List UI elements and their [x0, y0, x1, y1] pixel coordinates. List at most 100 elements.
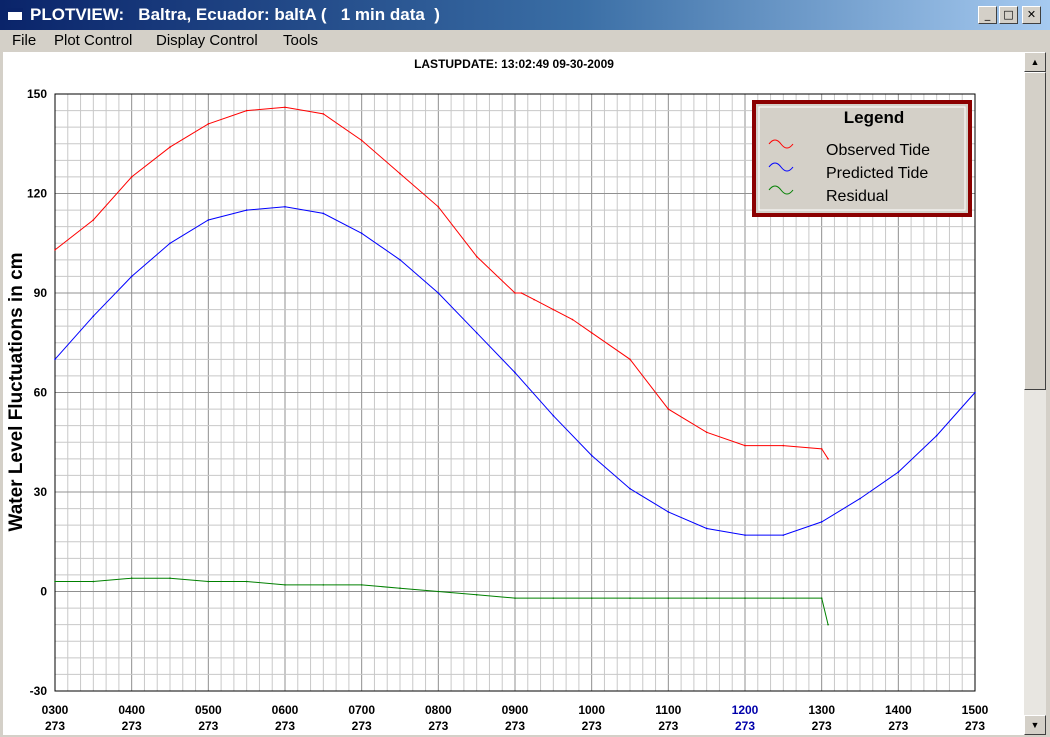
- y-tick-label: 150: [27, 87, 47, 101]
- data-point: [169, 146, 171, 148]
- data-point: [207, 219, 210, 221]
- data-point: [705, 597, 708, 599]
- x-tick-label: 1400: [885, 703, 912, 717]
- x-tick-day-label: 273: [45, 719, 65, 733]
- data-point: [169, 242, 171, 245]
- x-tick-label: 0300: [42, 703, 69, 717]
- data-point: [437, 590, 440, 593]
- legend-swatch: [768, 185, 794, 195]
- data-point: [437, 205, 440, 208]
- data-point: [782, 534, 785, 536]
- data-point: [552, 597, 555, 599]
- x-tick-label: 1100: [655, 703, 681, 717]
- x-tick-day-label: 273: [122, 719, 142, 733]
- data-point: [629, 358, 631, 361]
- data-point: [284, 584, 286, 586]
- x-tick-day-label: 273: [658, 719, 678, 733]
- scroll-down-button[interactable]: ▼: [1024, 715, 1046, 735]
- data-point: [245, 109, 248, 112]
- data-point: [245, 209, 248, 211]
- data-point: [520, 292, 523, 294]
- close-button[interactable]: ✕: [1022, 6, 1041, 24]
- menu-bar: File Plot Control Display Control Tools: [0, 30, 1050, 52]
- menu-file[interactable]: File: [12, 32, 37, 49]
- data-point: [284, 205, 286, 208]
- data-point: [667, 511, 670, 513]
- data-point: [705, 431, 708, 434]
- window-title: PLOTVIEW: Baltra, Ecuador: baltA ( 1 min…: [30, 5, 440, 24]
- maximize-button[interactable]: □: [999, 6, 1018, 24]
- data-point: [590, 332, 593, 334]
- x-tick-label: 0700: [348, 703, 375, 717]
- x-tick-day-label: 273: [275, 719, 295, 733]
- data-point: [514, 597, 516, 599]
- minimize-button[interactable]: _: [978, 6, 997, 24]
- data-point: [130, 275, 133, 278]
- legend-swatch: [768, 139, 794, 149]
- data-point: [820, 448, 823, 450]
- data-point: [437, 292, 440, 294]
- x-tick-label: 1500: [962, 703, 989, 717]
- x-tick-day-label: 273: [888, 719, 908, 733]
- chart-title: LASTUPDATE: 13:02:49 09-30-2009: [414, 57, 614, 71]
- data-point: [782, 444, 785, 447]
- menu-display-control[interactable]: Display Control: [156, 32, 258, 49]
- data-point: [629, 597, 631, 599]
- x-tick-day-label: 273: [428, 719, 448, 733]
- y-tick-label: 120: [27, 187, 47, 201]
- data-point: [54, 358, 56, 361]
- data-point: [552, 308, 555, 311]
- legend: Legend Observed Tide Predicted Tide Residu…: [752, 100, 972, 217]
- x-tick-day-label: 273: [352, 719, 372, 733]
- data-point: [827, 623, 829, 626]
- data-point: [169, 577, 171, 580]
- series-line-residual: [55, 577, 829, 625]
- data-point: [207, 123, 210, 125]
- x-tick-day-label: 273: [505, 719, 525, 733]
- data-point: [667, 408, 670, 410]
- x-tick-label: 0600: [272, 703, 299, 717]
- x-tick-label: 1300: [808, 703, 835, 717]
- data-point: [322, 113, 325, 115]
- y-tick-label: -30: [30, 684, 48, 698]
- x-tick-day-label: 273: [735, 719, 755, 733]
- vertical-scrollbar[interactable]: ▲ ▼: [1024, 52, 1046, 735]
- data-point: [130, 577, 133, 580]
- data-point: [590, 597, 593, 599]
- data-point: [533, 298, 535, 301]
- data-point: [207, 580, 210, 583]
- legend-swatch: [768, 162, 794, 172]
- data-point: [399, 172, 401, 175]
- scroll-thumb[interactable]: [1024, 72, 1046, 390]
- data-point: [514, 371, 516, 374]
- y-tick-label: 30: [34, 485, 48, 499]
- data-point: [820, 521, 823, 523]
- data-point: [360, 584, 363, 586]
- title-bar: PLOTVIEW: Baltra, Ecuador: baltA ( 1 min…: [0, 0, 1050, 30]
- data-point: [322, 584, 325, 586]
- x-tick-day-label: 273: [812, 719, 832, 733]
- data-point: [92, 580, 95, 583]
- data-point: [744, 597, 746, 599]
- data-point: [130, 176, 133, 178]
- data-point: [245, 580, 248, 583]
- app-window-icon[interactable]: [7, 8, 23, 21]
- y-axis-label: Water Level Fluctuations in cm: [6, 252, 27, 531]
- x-tick-day-label: 273: [965, 719, 985, 733]
- data-point: [629, 487, 631, 490]
- data-point: [827, 458, 829, 460]
- data-point: [782, 597, 785, 599]
- data-point: [475, 255, 478, 258]
- menu-tools[interactable]: Tools: [283, 32, 319, 49]
- y-tick-label: 90: [34, 286, 48, 300]
- x-tick-day-label: 273: [582, 719, 602, 733]
- menu-plot-control[interactable]: Plot Control: [54, 32, 133, 49]
- data-point: [552, 414, 555, 417]
- scroll-up-button[interactable]: ▲: [1024, 52, 1046, 72]
- data-point: [284, 106, 286, 109]
- legend-item-label: Observed Tide: [826, 142, 930, 159]
- x-tick-label: 0800: [425, 703, 452, 717]
- data-point: [590, 454, 593, 457]
- data-point: [54, 580, 56, 583]
